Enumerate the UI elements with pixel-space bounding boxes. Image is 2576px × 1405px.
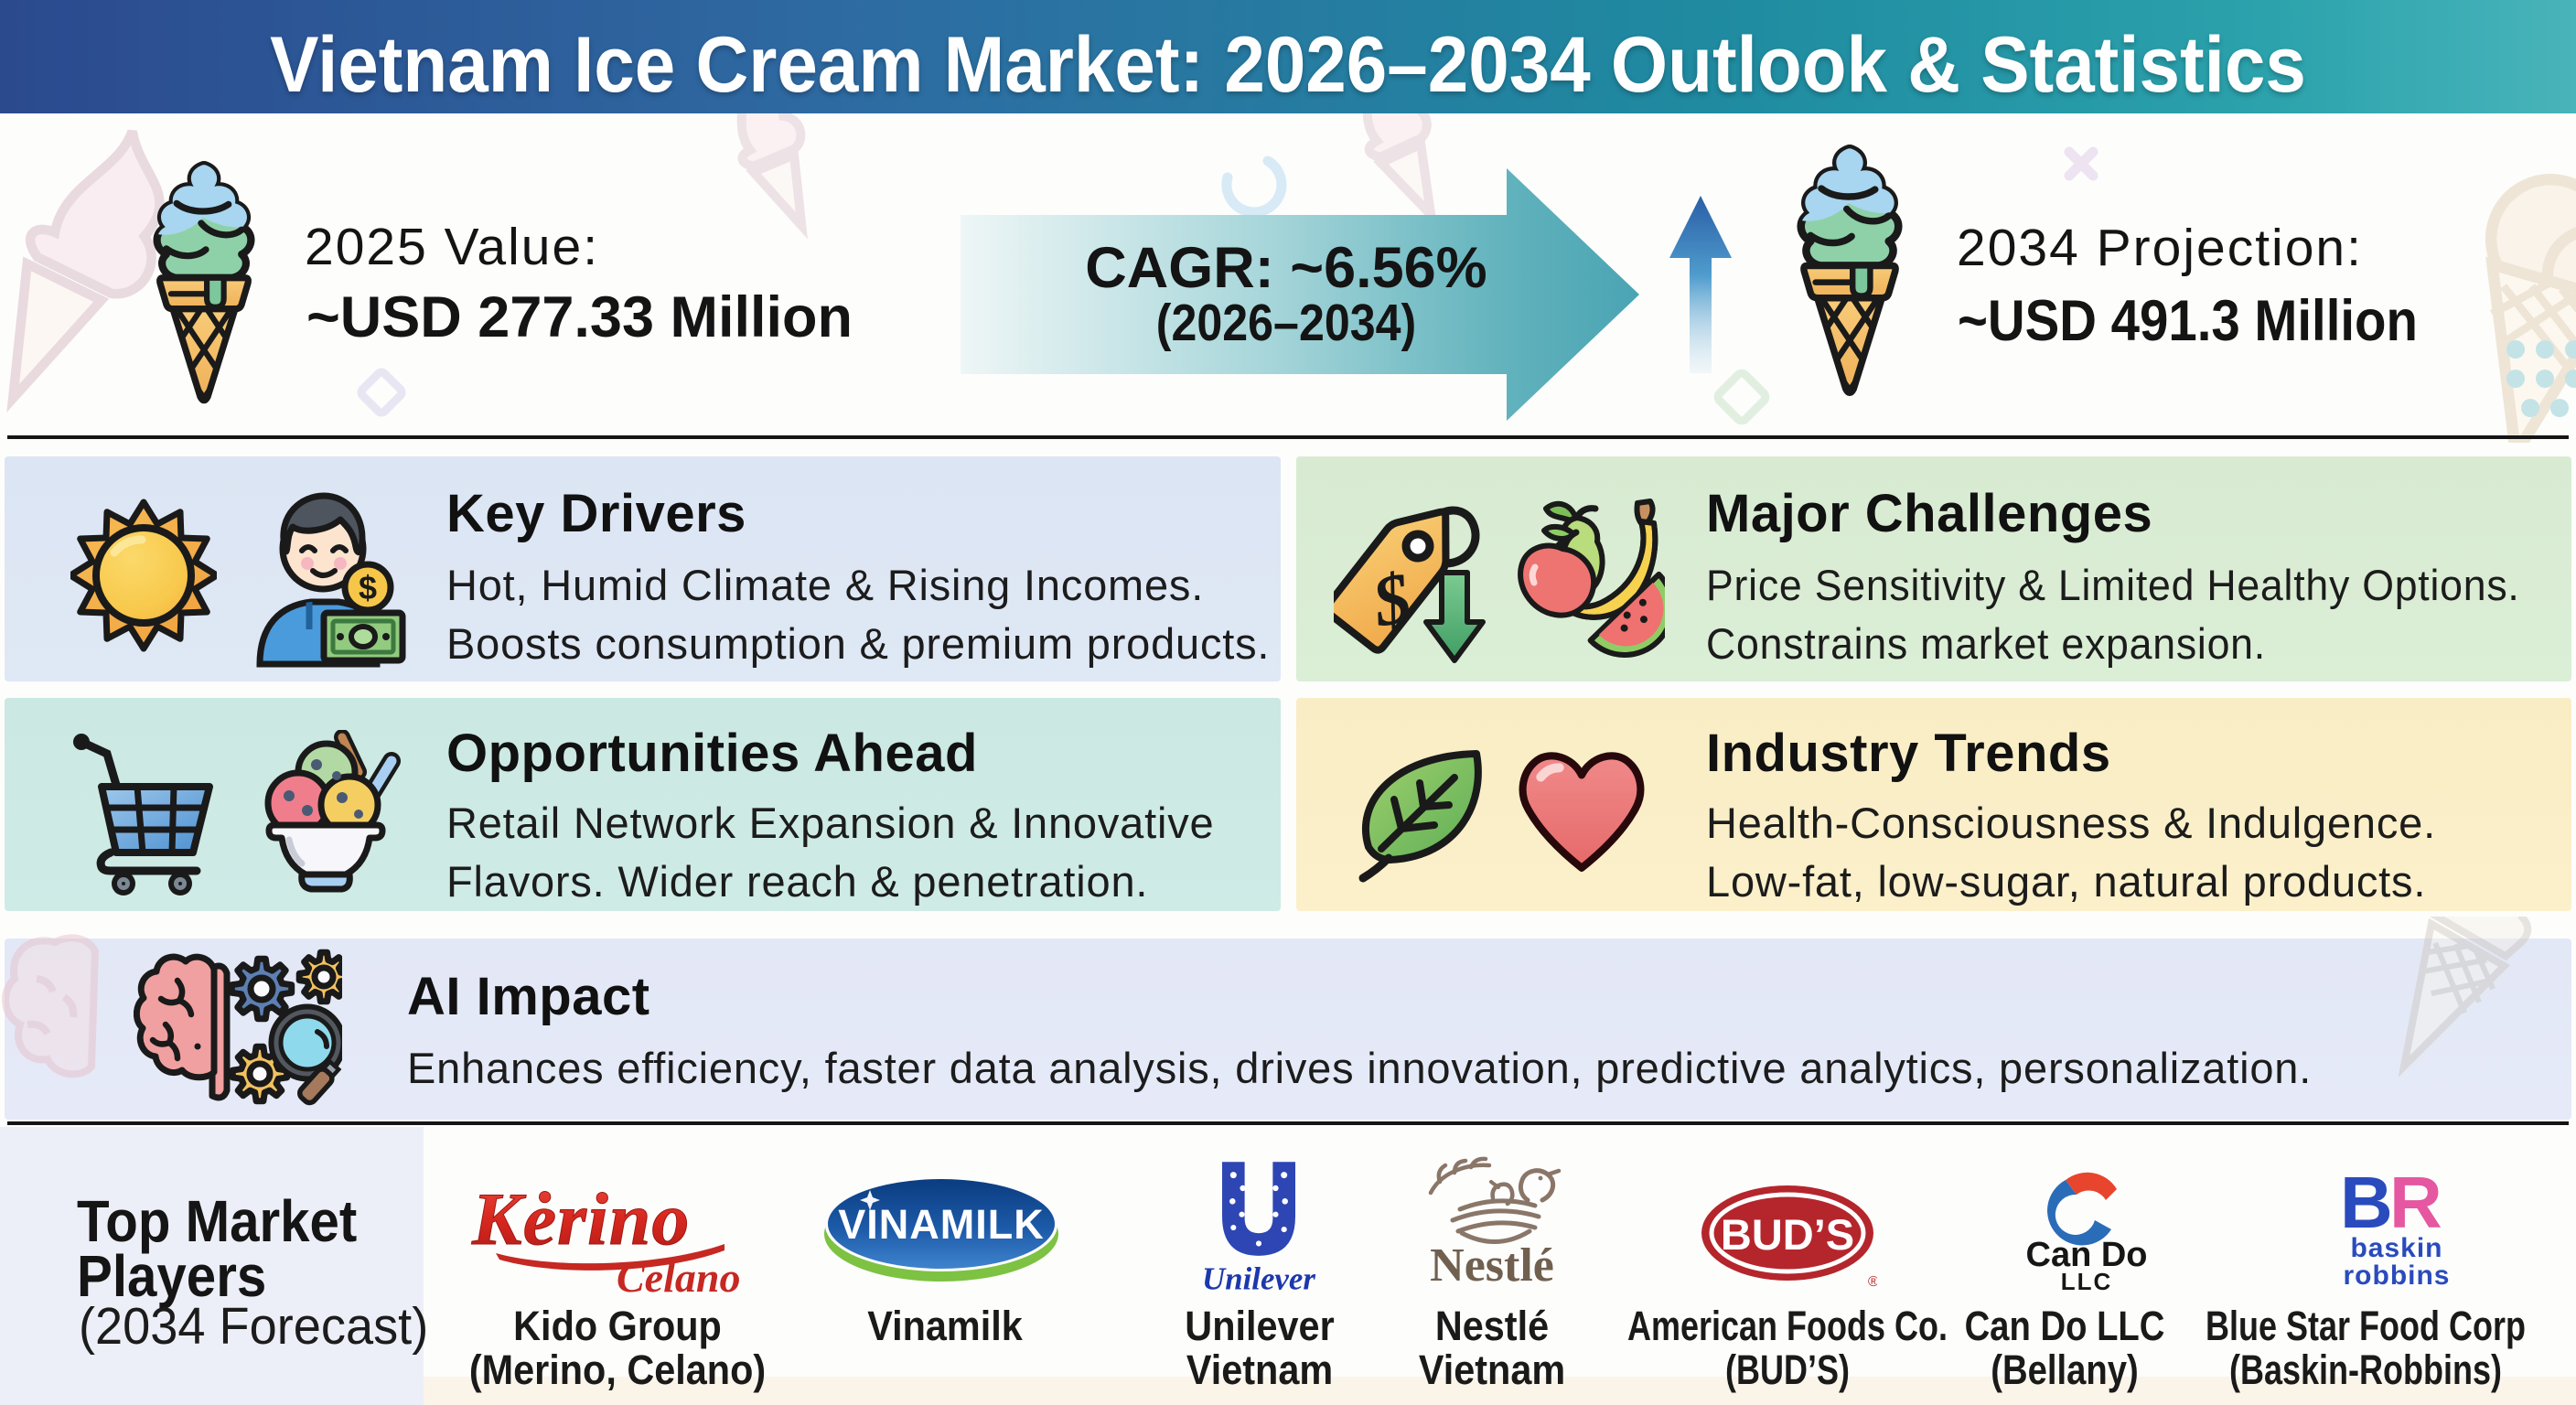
svg-text:Celano: Celano — [617, 1254, 740, 1299]
svg-text:VINAMILK: VINAMILK — [838, 1201, 1045, 1248]
svg-text:Can Do: Can Do — [2026, 1236, 2148, 1274]
svg-text:$: $ — [359, 569, 377, 606]
svg-text:robbins: robbins — [2344, 1260, 2451, 1291]
svg-text:®: ® — [1868, 1274, 1877, 1290]
svg-text:Unilever: Unilever — [1202, 1261, 1315, 1297]
svg-text:R: R — [2389, 1162, 2442, 1243]
svg-text:baskin: baskin — [2350, 1233, 2442, 1263]
svg-text:Kėrino: Kėrino — [471, 1177, 690, 1260]
svg-text:Nestlé: Nestlé — [1430, 1239, 1554, 1292]
svg-text:B: B — [2340, 1162, 2393, 1243]
svg-text:LLC: LLC — [2061, 1268, 2113, 1293]
svg-text:BUD’S: BUD’S — [1721, 1210, 1854, 1259]
